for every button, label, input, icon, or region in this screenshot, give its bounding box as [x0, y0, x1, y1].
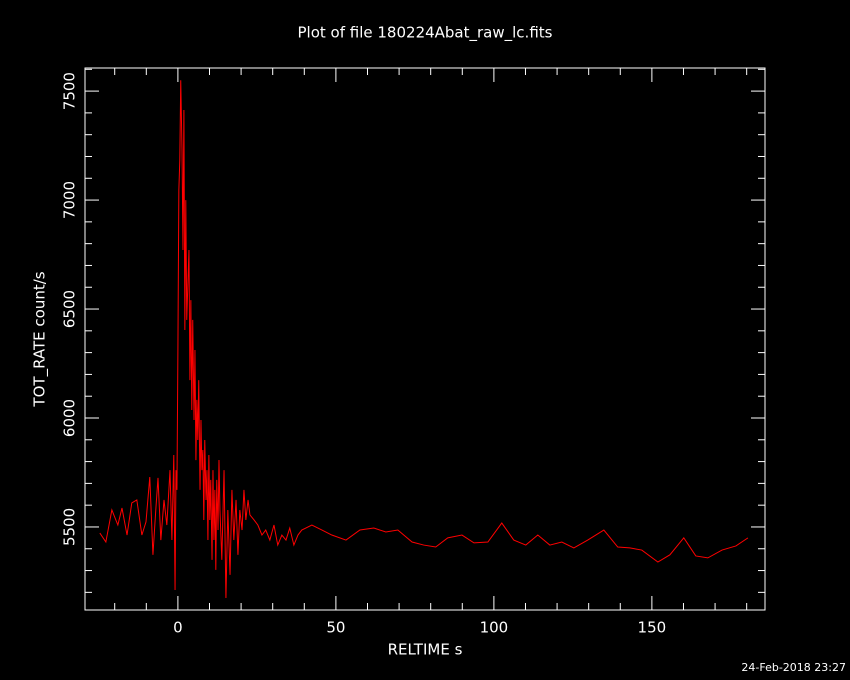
y-tick-label: 5500: [61, 508, 79, 546]
x-tick-label: 100: [480, 619, 509, 637]
x-tick-label: 50: [326, 619, 345, 637]
x-axis-label: RELTIME s: [388, 641, 463, 659]
light-curve: [99, 80, 749, 599]
timestamp: 24-Feb-2018 23:27: [741, 661, 846, 674]
y-tick-label: 6000: [61, 399, 79, 437]
x-tick-label: 0: [173, 619, 183, 637]
chart-title: Plot of file 180224Abat_raw_lc.fits: [298, 24, 553, 43]
y-tick-label: 7500: [61, 72, 79, 110]
plot-frame: [84, 67, 766, 611]
x-tick-label: 150: [638, 619, 667, 637]
y-tick-label: 7000: [61, 181, 79, 219]
y-tick-label: 6500: [61, 290, 79, 328]
y-axis-label: TOT_RATE count/s: [31, 271, 50, 407]
